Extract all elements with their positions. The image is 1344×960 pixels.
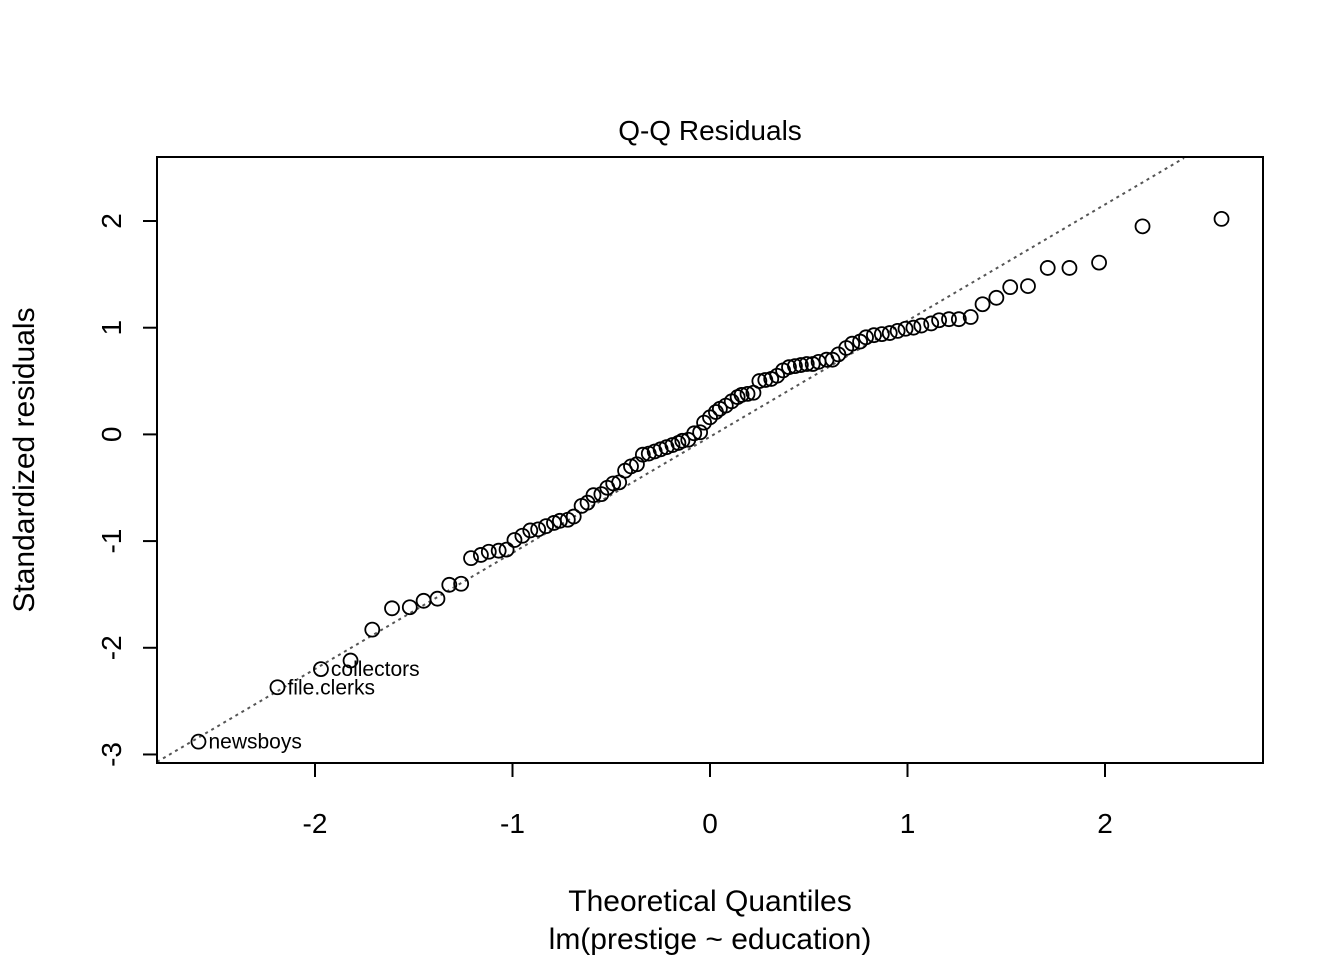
data-point	[472, 547, 489, 563]
data-point	[1002, 279, 1019, 296]
data-point	[1061, 260, 1078, 276]
data-point	[923, 315, 940, 332]
data-point	[530, 521, 547, 538]
data-point	[313, 661, 329, 678]
data-point	[453, 575, 470, 592]
data-point	[506, 532, 523, 548]
x-axis-label: Theoretical Quantiles	[568, 885, 851, 918]
data-point	[941, 311, 957, 328]
x-axis: -2 -1 0 1 2	[303, 762, 1113, 839]
y-tick-label: 1	[96, 320, 127, 336]
data-point	[634, 446, 651, 463]
qq-reference-line	[157, 157, 1185, 763]
data-point	[962, 309, 979, 325]
data-point	[401, 599, 418, 616]
data-point	[1134, 218, 1151, 235]
data-point	[585, 487, 602, 504]
data-point	[269, 679, 286, 696]
y-tick-label: -2	[96, 635, 127, 660]
data-point	[1213, 210, 1230, 227]
data-point	[522, 522, 539, 539]
data-point	[739, 385, 756, 402]
data-point	[686, 425, 703, 442]
data-point	[565, 508, 582, 525]
data-point	[538, 518, 554, 535]
point-label: file.clerks	[287, 676, 375, 699]
data-point	[931, 312, 947, 329]
data-point	[1039, 260, 1056, 276]
x-tick-label: 1	[900, 808, 916, 839]
data-point	[751, 373, 768, 389]
data-point	[798, 356, 815, 372]
y-tick-label: 2	[96, 213, 127, 229]
data-point	[1091, 254, 1107, 271]
data-point	[364, 621, 381, 638]
data-point	[514, 527, 531, 544]
data-point	[889, 323, 906, 339]
data-point	[692, 424, 709, 441]
data-point	[787, 358, 803, 375]
data-point	[342, 652, 359, 669]
x-axis-sublabel: lm(prestige ~ education)	[549, 923, 872, 956]
x-tick-label: 0	[702, 808, 718, 839]
data-point	[429, 590, 446, 607]
data-point	[552, 512, 568, 529]
data-point	[881, 325, 898, 341]
point-label: newsboys	[208, 731, 301, 754]
data-point	[463, 550, 479, 567]
chart-title: Q-Q Residuals	[618, 115, 802, 146]
data-point	[974, 296, 991, 313]
data-point	[905, 319, 922, 336]
data-point	[873, 326, 890, 343]
data-point	[733, 387, 750, 403]
x-tick-label: -2	[303, 808, 328, 839]
data-point	[441, 576, 458, 593]
data-point	[913, 317, 930, 334]
y-tick-label: -1	[96, 529, 127, 554]
data-point	[866, 327, 882, 344]
data-point	[674, 432, 691, 449]
reference-line-layer	[157, 157, 1185, 763]
x-tick-label: 2	[1097, 808, 1113, 839]
plot-frame	[156, 156, 1264, 764]
data-point	[708, 404, 724, 420]
points-layer	[190, 210, 1230, 750]
data-point	[897, 320, 914, 337]
y-axis: -3 -2 -1 0 1 2	[96, 213, 158, 767]
y-tick-label: 0	[96, 427, 127, 443]
y-axis-label: Standardized residuals	[8, 307, 41, 612]
data-point	[988, 289, 1005, 306]
data-point	[490, 542, 507, 559]
data-point	[950, 311, 967, 328]
data-point	[190, 733, 207, 750]
data-point	[781, 359, 797, 376]
data-point	[1020, 278, 1036, 294]
point-label: collectors	[331, 658, 420, 681]
data-point	[792, 357, 809, 373]
data-point	[844, 335, 861, 352]
y-tick-label: -3	[96, 742, 127, 767]
data-point	[480, 543, 497, 560]
data-point	[384, 600, 400, 617]
data-point	[858, 329, 874, 346]
data-point	[605, 475, 622, 492]
x-tick-label: -1	[500, 808, 525, 839]
data-point	[498, 541, 515, 558]
